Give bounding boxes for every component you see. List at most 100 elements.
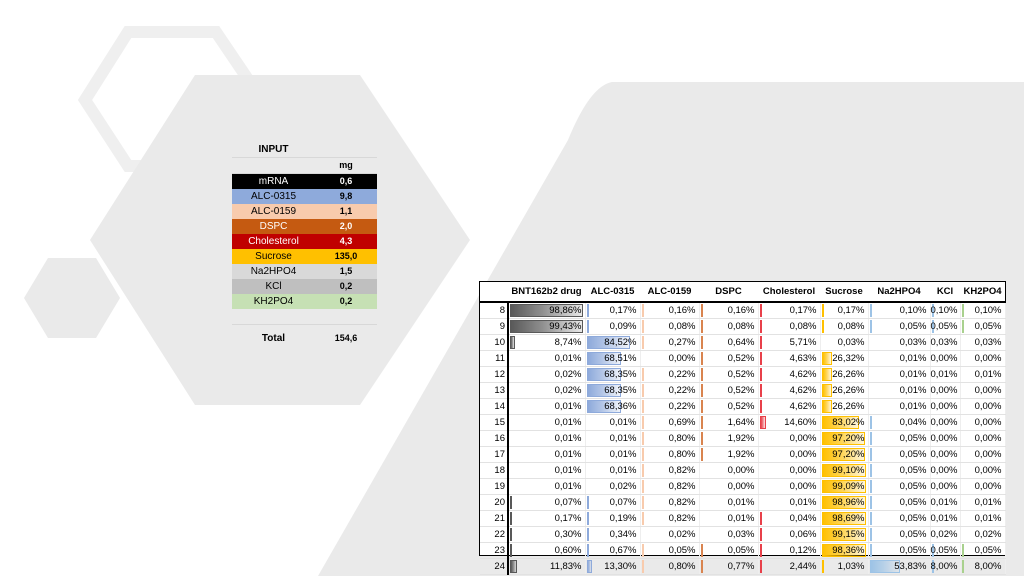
data-bar bbox=[641, 560, 644, 573]
percent-value: 0,05% bbox=[974, 321, 1002, 332]
input-row: DSPC 2,0 bbox=[232, 219, 377, 234]
composition-table: BNT162b2 drug ALC-0315 ALC-0159 DSPC Cholest… bbox=[480, 282, 1006, 575]
percent-cell: 0,17% bbox=[585, 302, 641, 319]
percent-value: 0,17% bbox=[837, 305, 865, 316]
percent-cell: 84,52% bbox=[585, 334, 641, 351]
column-header: ALC-0159 bbox=[640, 282, 699, 303]
percent-cell: 0,01% bbox=[699, 494, 759, 511]
percent-cell: 0,30% bbox=[508, 526, 586, 543]
percent-cell: 0,02% bbox=[508, 382, 586, 399]
total-label: Total bbox=[232, 324, 315, 351]
percent-value: 0,00% bbox=[789, 465, 817, 476]
percent-value: 0,10% bbox=[974, 305, 1002, 316]
percent-cell: 0,17% bbox=[508, 510, 586, 527]
percent-cell: 0,05% bbox=[868, 430, 931, 447]
percent-value: 0,07% bbox=[609, 497, 637, 508]
percent-cell: 99,09% bbox=[820, 478, 869, 495]
percent-cell: 98,69% bbox=[820, 510, 869, 527]
percent-value: 0,03% bbox=[899, 337, 927, 348]
percent-cell: 0,01% bbox=[868, 366, 931, 383]
input-row: ALC-0315 9,8 bbox=[232, 189, 377, 204]
data-bar bbox=[641, 304, 644, 317]
percent-cell: 13,30% bbox=[585, 558, 641, 575]
composition-table-body: 8 98,86% 0,17% 0,16% 0,16% 0,17% 0,17% 0,10% 0,1… bbox=[480, 302, 1006, 575]
data-bar bbox=[510, 560, 517, 573]
percent-cell: 0,03% bbox=[930, 334, 961, 351]
data-bar bbox=[869, 528, 872, 541]
data-bar bbox=[700, 336, 703, 349]
data-bar bbox=[700, 544, 703, 557]
percent-value: 97,20% bbox=[832, 449, 865, 460]
percent-cell: 0,00% bbox=[699, 462, 759, 479]
percent-cell: 1,03% bbox=[820, 558, 869, 575]
percent-cell: 68,35% bbox=[585, 366, 641, 383]
percent-cell: 0,77% bbox=[699, 558, 759, 575]
percent-cell: 0,80% bbox=[640, 558, 700, 575]
row-number: 20 bbox=[480, 494, 509, 511]
percent-value: 0,00% bbox=[974, 385, 1002, 396]
data-bar bbox=[759, 320, 762, 333]
percent-value: 0,00% bbox=[930, 353, 958, 364]
percent-cell: 0,01% bbox=[699, 510, 759, 527]
percent-value: 0,27% bbox=[668, 337, 696, 348]
data-bar bbox=[586, 320, 589, 333]
percent-value: 0,52% bbox=[727, 369, 755, 380]
ingredient-amount: 2,0 bbox=[315, 219, 377, 234]
percent-value: 0,05% bbox=[727, 545, 755, 556]
percent-value: 0,34% bbox=[609, 529, 637, 540]
data-bar bbox=[869, 496, 872, 509]
percent-value: 0,02% bbox=[668, 529, 696, 540]
percent-value: 0,05% bbox=[899, 481, 927, 492]
percent-cell: 0,01% bbox=[585, 414, 641, 431]
data-bar bbox=[586, 560, 592, 573]
percent-cell: 0,10% bbox=[960, 302, 1006, 319]
percent-cell: 4,62% bbox=[758, 398, 821, 415]
percent-value: 0,00% bbox=[789, 433, 817, 444]
table-row: 15 0,01% 0,01% 0,69% 1,64% 14,60% 83,02% 0,04% 0… bbox=[480, 414, 1006, 431]
percent-value: 0,01% bbox=[899, 369, 927, 380]
table-row: 17 0,01% 0,01% 0,80% 1,92% 0,00% 97,20% 0,05% 0,… bbox=[480, 446, 1006, 463]
percent-cell: 0,01% bbox=[868, 398, 931, 415]
data-bar bbox=[759, 512, 762, 525]
row-number: 15 bbox=[480, 414, 509, 431]
table-row: 18 0,01% 0,01% 0,82% 0,00% 0,00% 99,10% 0,05% 0,… bbox=[480, 462, 1006, 479]
ingredient-name: Sucrose bbox=[232, 249, 315, 264]
percent-cell: 26,26% bbox=[820, 398, 869, 415]
percent-value: 0,82% bbox=[668, 481, 696, 492]
percent-value: 0,00% bbox=[930, 465, 958, 476]
percent-cell: 99,15% bbox=[820, 526, 869, 543]
percent-cell: 0,00% bbox=[960, 462, 1006, 479]
table-row: 10 8,74% 84,52% 0,27% 0,64% 5,71% 0,03% 0,03% 0,… bbox=[480, 334, 1006, 351]
data-bar bbox=[759, 416, 767, 429]
percent-value: 0,01% bbox=[609, 433, 637, 444]
row-number: 10 bbox=[480, 334, 509, 351]
percent-value: 0,00% bbox=[974, 465, 1002, 476]
data-bar bbox=[961, 544, 964, 557]
row-number: 9 bbox=[480, 318, 509, 335]
percent-cell: 0,05% bbox=[868, 494, 931, 511]
input-title: INPUT bbox=[232, 142, 315, 158]
ingredient-name: Cholesterol bbox=[232, 234, 315, 249]
percent-value: 0,00% bbox=[789, 481, 817, 492]
data-bar bbox=[700, 320, 703, 333]
percent-value: 0,10% bbox=[899, 305, 927, 316]
row-number: 21 bbox=[480, 510, 509, 527]
percent-cell: 0,01% bbox=[758, 494, 821, 511]
percent-value: 0,05% bbox=[930, 545, 958, 556]
percent-cell: 14,60% bbox=[758, 414, 821, 431]
row-number: 16 bbox=[480, 430, 509, 447]
data-bar bbox=[510, 544, 512, 557]
percent-cell: 0,67% bbox=[585, 542, 641, 559]
percent-value: 0,01% bbox=[974, 513, 1002, 524]
percent-value: 26,26% bbox=[832, 401, 865, 412]
percent-value: 0,05% bbox=[899, 449, 927, 460]
data-bar bbox=[869, 416, 872, 429]
ingredient-amount: 0,2 bbox=[315, 294, 377, 309]
percent-value: 0,02% bbox=[609, 481, 637, 492]
percent-cell: 0,12% bbox=[758, 542, 821, 559]
percent-value: 0,17% bbox=[789, 305, 817, 316]
percent-cell: 0,01% bbox=[930, 366, 961, 383]
data-bar bbox=[586, 544, 589, 557]
data-bar bbox=[586, 352, 622, 365]
data-bar bbox=[759, 384, 762, 397]
